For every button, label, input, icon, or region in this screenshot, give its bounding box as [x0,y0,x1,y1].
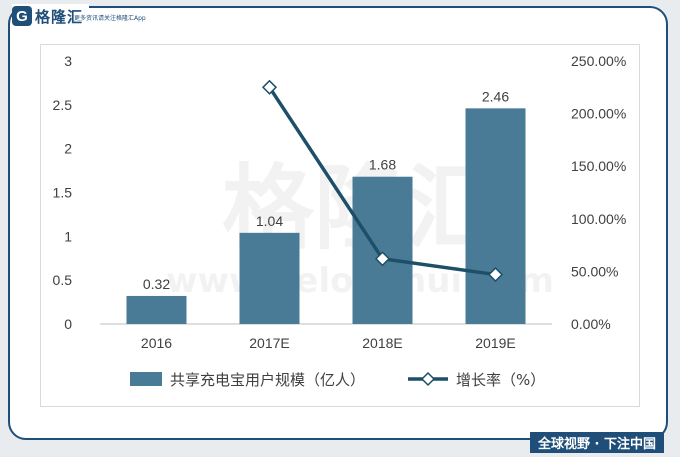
bar [352,176,413,324]
y-left-tick-label: 3 [64,53,72,69]
growth-point [487,266,504,283]
x-tick-label: 2017E [249,335,289,351]
y-right-tick-label: 100.00% [571,211,626,227]
x-tick-label: 2018E [362,335,402,351]
y-left-tick-label: 2.5 [53,97,73,113]
y-left-tick-label: 1.5 [53,185,73,201]
brand-tagline: 更多资讯请关注格隆汇App [74,15,146,22]
y-right-tick-label: 250.00% [571,53,626,69]
bar [126,295,187,324]
x-tick-label: 2019E [475,335,515,351]
legend-bar-swatch [130,372,162,386]
y-left-tick-label: 0 [64,316,72,332]
brand-name: 格隆汇 [35,7,84,26]
bar [239,232,300,324]
brand: G 格隆汇 [12,4,90,28]
x-tick-label: 2016 [141,335,172,351]
y-left-tick-label: 0.5 [53,272,73,288]
bar-data-label: 1.68 [369,157,396,173]
chart-area [40,44,640,407]
legend-bar-label: 共享充电宝用户规模（亿人） [170,371,365,389]
brand-logo: G [12,6,32,26]
growth-point [261,79,278,95]
legend-line-marker [420,371,436,387]
bar-data-label: 2.46 [482,88,509,104]
y-left-tick-label: 1 [64,228,72,244]
y-left-tick-label: 2 [64,141,72,157]
y-right-tick-label: 0.00% [571,316,611,332]
bar-data-label: 1.04 [256,213,283,229]
footer-slogan: 全球视野 · 下注中国 [530,432,664,453]
y-right-tick-label: 200.00% [571,106,626,122]
bar [465,108,526,324]
y-right-tick-label: 150.00% [571,158,626,174]
growth-point [374,251,391,267]
y-right-tick-label: 50.00% [571,263,618,279]
legend-line-label: 增长率（%） [456,371,545,389]
bar-data-label: 0.32 [143,276,170,292]
